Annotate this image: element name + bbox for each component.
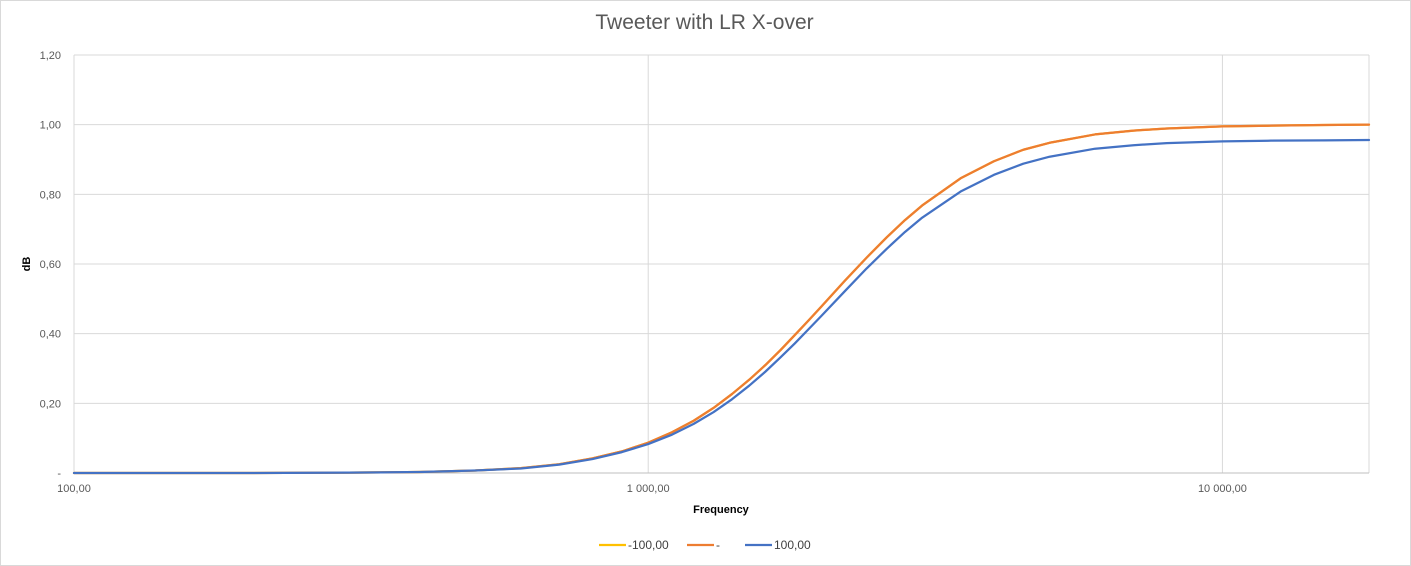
y-axis-title: dB [21, 257, 33, 272]
series-line-2 [72, 138, 1371, 475]
x-tick-label: 1 000,00 [627, 483, 670, 495]
legend: -100,00-100,00 [599, 538, 811, 552]
x-tick-label: 10 000,00 [1198, 483, 1247, 495]
x-tick-label: 100,00 [57, 483, 91, 495]
grid-layer [73, 54, 1370, 474]
tick-layer: - 0,20 0,40 0,60 0,80 1,00 1,20 100,00 1 000,00 1… [40, 50, 1247, 495]
chart-title: Tweeter with LR X-over [595, 11, 814, 34]
legend-label: 100,00 [774, 538, 811, 552]
series-layer [72, 123, 1371, 475]
y-tick-label: 0,20 [40, 398, 61, 410]
y-tick-label: 1,00 [40, 120, 61, 132]
legend-label: - [716, 538, 720, 552]
y-tick-label: 0,80 [40, 189, 61, 201]
series-line-1 [72, 123, 1371, 475]
series-line-0 [72, 123, 1371, 475]
y-tick-label: 1,20 [40, 50, 61, 62]
y-tick-label: 0,60 [40, 259, 61, 271]
y-tick-label: - [57, 468, 61, 480]
legend-label: -100,00 [628, 538, 669, 552]
x-axis-title: Frequency [693, 504, 750, 516]
y-tick-label: 0,40 [40, 329, 61, 341]
